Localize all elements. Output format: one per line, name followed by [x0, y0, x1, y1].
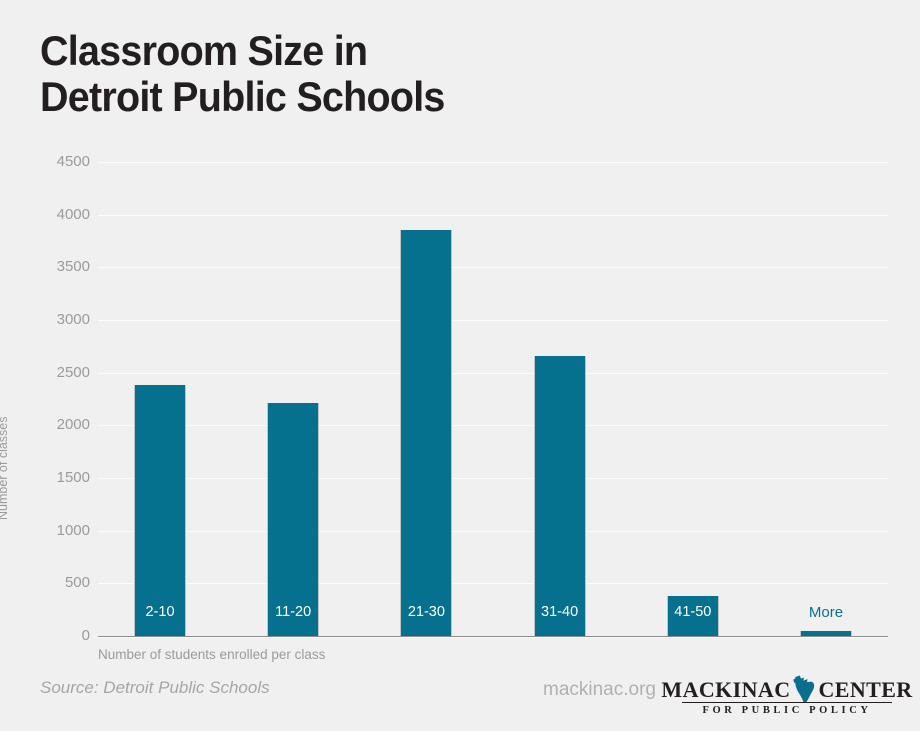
gridline — [98, 320, 888, 321]
y-axis-title: Number of classes — [0, 416, 10, 520]
michigan-mitten-icon — [792, 675, 818, 703]
bar-label-11-20: 11-20 — [275, 604, 312, 620]
y-axis-tick-label: 3500 — [56, 258, 90, 276]
gridline — [98, 530, 888, 532]
bar-2-10 — [134, 384, 186, 636]
y-axis-tick-label: 4000 — [56, 205, 90, 223]
bar-21-30 — [400, 229, 453, 636]
bar-11-20 — [267, 402, 320, 636]
bar-31-40 — [533, 355, 586, 636]
bar-label-21-30: 21-30 — [407, 604, 445, 620]
y-axis-tick-label: 2000 — [56, 416, 90, 434]
y-axis-tick-label: 2500 — [56, 363, 90, 381]
logo-tagline: FOR PUBLIC POLICY — [702, 705, 872, 716]
bar-More — [800, 631, 852, 636]
x-axis-title: Number of students enrolled per class — [98, 647, 326, 662]
y-axis-tick-label: 3000 — [56, 311, 90, 328]
gridline — [98, 583, 888, 585]
y-axis-tick-label: 4500 — [56, 153, 90, 170]
y-axis-tick-label: 1000 — [56, 521, 90, 539]
gridline — [98, 267, 888, 269]
y-axis-tick-label: 1500 — [56, 469, 90, 486]
bar-41-50 — [666, 595, 719, 636]
title-line-1: Classroom Size in — [40, 27, 368, 74]
gridline — [98, 162, 888, 163]
logo-wordmark: MACKINAC CENTER — [661, 673, 912, 703]
title-line-2: Detroit Public Schools — [40, 73, 445, 120]
x-axis-baseline — [98, 636, 888, 638]
bar-label-More: More — [808, 604, 844, 622]
bar-label-31-40: 31-40 — [541, 604, 579, 620]
page-title: Classroom Size in Detroit Public Schools — [40, 28, 740, 120]
y-axis-tick-label: 0 — [81, 627, 90, 644]
gridline — [98, 478, 888, 479]
gridline — [98, 372, 888, 374]
bar-label-41-50: 41-50 — [674, 604, 712, 620]
mackinac-center-logo: MACKINAC CENTER FOR PUBLIC POLICY — [661, 673, 912, 716]
logo-word-mackinac: MACKINAC — [661, 677, 791, 702]
logo-word-center: CENTER — [818, 677, 913, 702]
bar-label-2-10: 2-10 — [145, 604, 175, 620]
website-url: mackinac.org — [543, 679, 656, 700]
gridline — [98, 425, 888, 427]
y-axis-tick-label: 500 — [64, 574, 90, 592]
source-note: Source: Detroit Public Schools — [40, 678, 270, 697]
gridline — [98, 214, 888, 216]
